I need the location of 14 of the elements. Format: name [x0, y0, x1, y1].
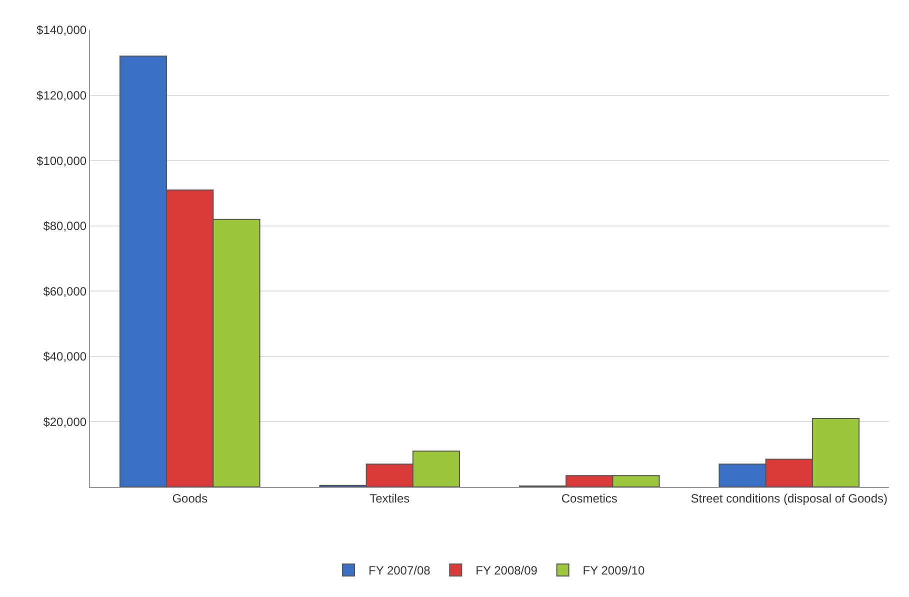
legend-label: FY 2007/08 [368, 564, 431, 578]
y-tick-label: $80,000 [43, 219, 87, 234]
legend-label: FY 2009/10 [582, 564, 645, 578]
x-tick-label: Goods [172, 491, 208, 506]
y-tick-label: $120,000 [36, 88, 87, 102]
legend-label: FY 2008/09 [476, 564, 538, 578]
x-tick-label: Cosmetics [561, 491, 618, 506]
x-tick-label: Street conditions (disposal of Goods) [690, 491, 888, 506]
y-tick-label: $140,000 [36, 23, 87, 38]
y-tick-label: $20,000 [43, 414, 87, 429]
y-tick-label: $60,000 [43, 284, 87, 298]
y-tick-label: $40,000 [43, 350, 87, 364]
x-tick-label: Textiles [370, 491, 410, 506]
y-tick-label: $100,000 [36, 154, 87, 168]
